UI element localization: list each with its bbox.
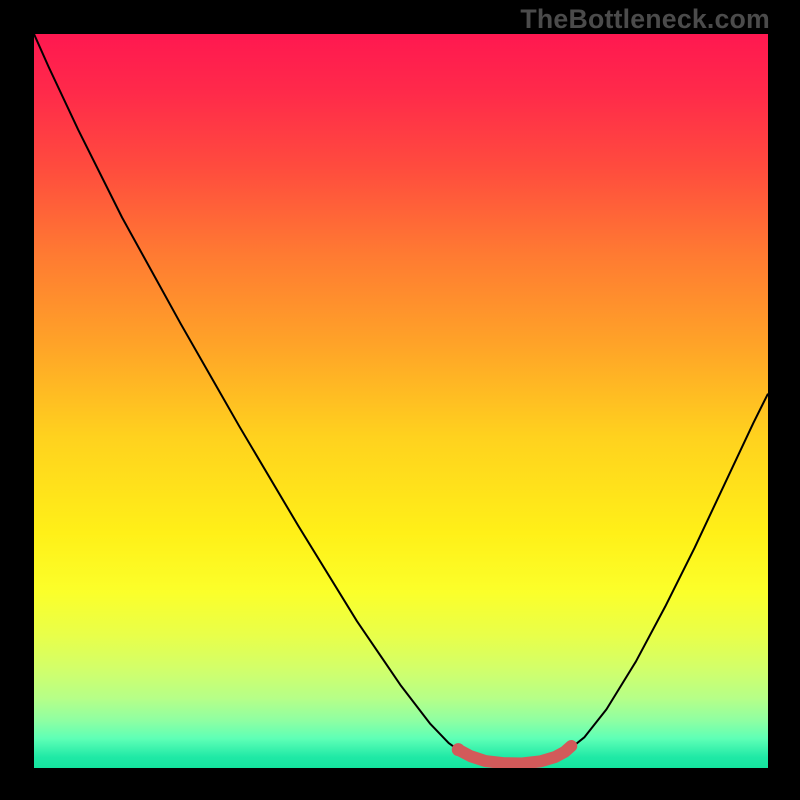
chart-svg — [34, 34, 768, 768]
highlight-start-dot — [452, 743, 465, 756]
plot-area — [34, 34, 768, 768]
watermark-text: TheBottleneck.com — [520, 4, 770, 35]
chart-background — [34, 34, 768, 768]
